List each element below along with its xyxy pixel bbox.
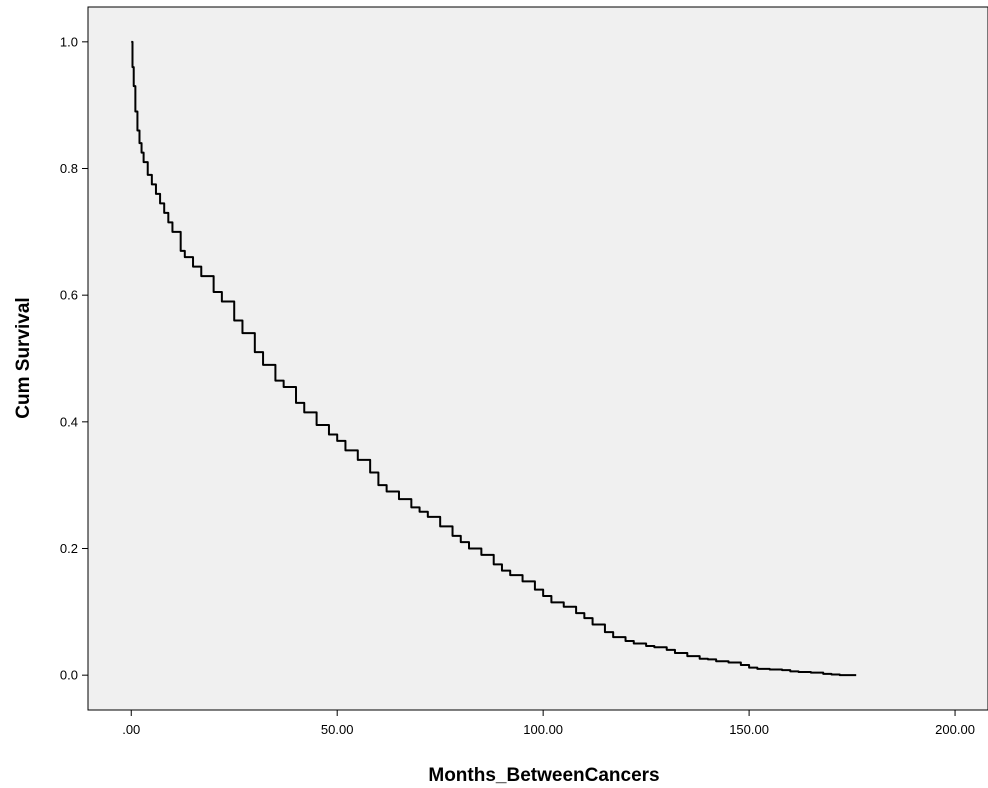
- plot-area: [87, 6, 988, 711]
- y-tick-label: 0.2: [60, 541, 78, 556]
- y-axis-title: Cum Survival: [13, 297, 34, 418]
- series-layer: [131, 40, 857, 677]
- y-tick-label: 0.6: [60, 288, 78, 303]
- x-tick-label: 100.00: [523, 722, 563, 737]
- y-tick-label: 1.0: [60, 34, 78, 49]
- survival-line: [131, 40, 857, 677]
- x-tick-label: 50.00: [321, 722, 354, 737]
- x-tick-label: 150.00: [729, 722, 769, 737]
- x-axis: .00 50.00 100.00 150.00 200.00: [122, 710, 975, 737]
- y-tick-label: 0.4: [60, 414, 78, 429]
- x-axis-title: Months_BetweenCancers: [428, 765, 659, 786]
- y-axis: 0.0 0.2 0.4 0.6 0.8 1.0: [60, 34, 88, 683]
- y-tick-label: 0.8: [60, 161, 78, 176]
- x-tick-label: .00: [122, 722, 140, 737]
- y-tick-label: 0.0: [60, 668, 78, 683]
- x-tick-label: 200.00: [935, 722, 975, 737]
